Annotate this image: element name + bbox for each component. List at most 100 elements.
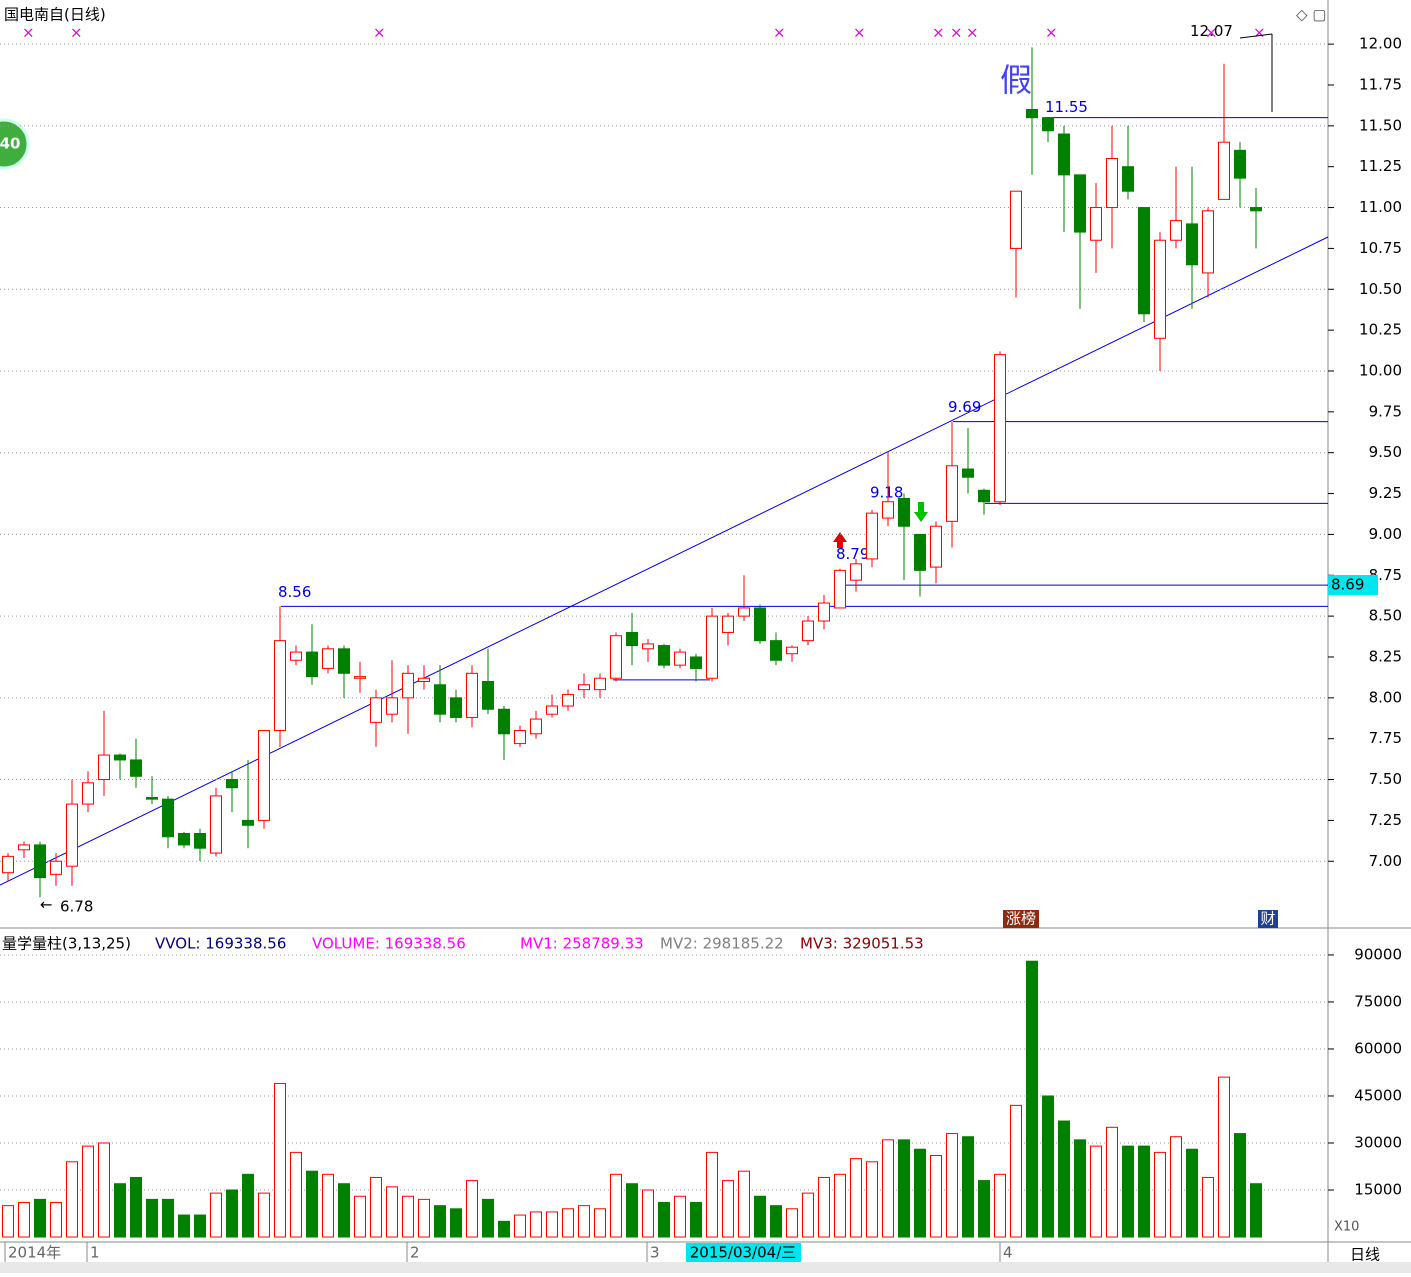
volume-bar (1138, 1145, 1150, 1238)
candle-body (722, 615, 734, 633)
badge-text: 40 (0, 135, 20, 153)
candle-body (178, 832, 190, 846)
price-label: 6.78 (60, 898, 93, 916)
candle-body (98, 754, 110, 781)
svg-text:×: × (1253, 24, 1266, 42)
candle-body (882, 501, 894, 519)
candle-body (802, 620, 814, 642)
price-label: 9.18 (870, 483, 903, 501)
candle-body (194, 832, 206, 849)
candle-body (978, 489, 990, 503)
candle-body (498, 708, 510, 735)
y-tick-label: 9.75 (1369, 402, 1402, 420)
candle-body (706, 615, 718, 679)
sell-arrow (914, 502, 928, 522)
candle-body (82, 782, 94, 805)
volume-bar (642, 1189, 654, 1238)
svg-text:×: × (853, 24, 866, 42)
volume-bar (882, 1139, 894, 1238)
volume-bar (690, 1202, 702, 1238)
volume-bar (1074, 1139, 1086, 1238)
candle-body (962, 468, 974, 478)
volume-bar (978, 1180, 990, 1238)
candle-body (482, 680, 494, 710)
volume-bar (770, 1205, 782, 1238)
volume-bar (850, 1158, 862, 1238)
volume-bar (1218, 1076, 1230, 1238)
candle-body (866, 512, 878, 560)
y-tick-label: 9.25 (1369, 484, 1402, 502)
candle-body (18, 844, 30, 851)
y-tick-label: 10.00 (1359, 361, 1402, 379)
candle-body (818, 602, 830, 622)
volume-bar (594, 1208, 606, 1238)
arrow-mark: ← (40, 896, 53, 914)
volume-bar (994, 1173, 1006, 1238)
candle-body (642, 643, 654, 650)
volume-bar (82, 1145, 94, 1238)
candle-body (418, 677, 430, 682)
y-tick-label: 11.25 (1359, 157, 1402, 175)
volume-bar (1106, 1126, 1118, 1238)
candle-body (914, 533, 926, 571)
candle-body (594, 677, 606, 691)
indicator-name: 量学量柱(3,13,25) (2, 935, 131, 953)
volume-bar (834, 1173, 846, 1238)
y-tick-label: 8.25 (1369, 647, 1402, 665)
x-label: 2 (410, 1244, 420, 1262)
volume-bar (450, 1208, 462, 1238)
price-label: 8.56 (278, 583, 311, 601)
volume-bar (610, 1173, 622, 1238)
indicator-value: MV1: 258789.33 (520, 935, 644, 953)
x-label: 1 (90, 1244, 100, 1262)
candle-body (1154, 239, 1166, 339)
volume-bar (962, 1136, 974, 1238)
y-tick-label: 8.00 (1369, 688, 1402, 706)
candle-body (1106, 158, 1118, 209)
up-list-button[interactable] (1003, 910, 1039, 928)
y2-tick-label: 45000 (1354, 1086, 1402, 1104)
volume-bar (306, 1170, 318, 1238)
volume-bar (898, 1139, 910, 1238)
volume-bar (1042, 1095, 1054, 1238)
candle-body (946, 465, 958, 522)
volume-bar (434, 1205, 446, 1238)
volume-bar (402, 1195, 414, 1238)
icons[interactable]: ◇ ▢ (1296, 6, 1326, 24)
y-tick-label: 12.00 (1359, 35, 1402, 53)
candle-body (578, 684, 590, 691)
finance-button[interactable] (1258, 910, 1278, 928)
volume-bar (50, 1202, 62, 1238)
candle-body (242, 819, 254, 826)
volume-bar (1234, 1133, 1246, 1238)
volume-bar (626, 1183, 638, 1238)
y-tick-label: 10.25 (1359, 321, 1402, 339)
candle-body (674, 651, 686, 666)
y-tick-label: 7.00 (1369, 852, 1402, 870)
badge[interactable] (0, 118, 30, 170)
candle-body (738, 607, 750, 617)
volume-bar (370, 1176, 382, 1238)
volume-bar (146, 1198, 158, 1238)
volume-bar (930, 1155, 942, 1238)
volume-bar (258, 1192, 270, 1238)
indicator-value: VOLUME: 169338.56 (312, 935, 466, 953)
x-label: 3 (650, 1244, 660, 1262)
price-label: 11.55 (1045, 98, 1088, 116)
candle-body (1122, 166, 1134, 192)
candle-body (1138, 207, 1150, 315)
chart-title: 国电南自(日线) (4, 6, 106, 24)
volume-bar (162, 1198, 174, 1238)
volume-bar (322, 1173, 334, 1238)
candle-body (930, 525, 942, 568)
y-tick-label: 11.75 (1359, 75, 1402, 93)
candle-body (210, 795, 222, 854)
level-tag-box (1328, 575, 1378, 596)
candle-body (1250, 207, 1262, 212)
y2-tick-label: 60000 (1354, 1039, 1402, 1057)
volume-bar (226, 1189, 238, 1238)
y2-tick-label: 75000 (1354, 992, 1402, 1010)
